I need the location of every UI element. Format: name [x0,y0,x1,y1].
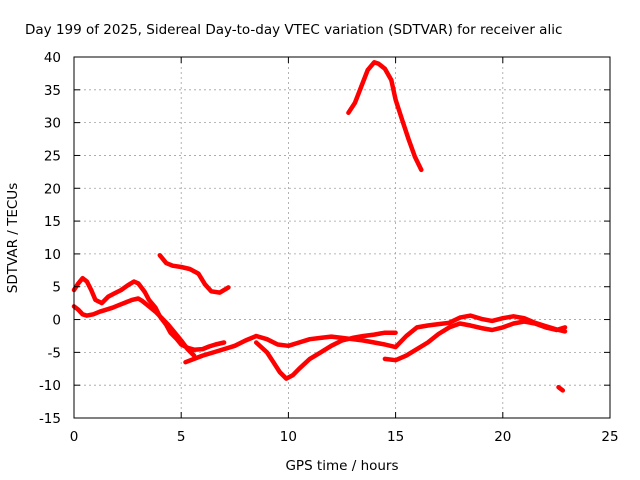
y-tick-label: 30 [44,116,61,132]
y-tick-label: -10 [39,378,61,394]
y-axis-label: SDTVAR / TECUs [5,183,21,293]
y-tick-label: -5 [48,345,61,361]
y-tick-label: 25 [44,148,61,164]
grid-lines [74,57,610,418]
data-series [71,60,568,393]
x-tick-label: 20 [494,429,511,445]
series-track-5 [253,330,398,381]
x-tick-label: 25 [601,429,618,445]
y-tick-label: 0 [52,313,61,329]
y-tick-label: 10 [44,247,61,263]
y-tick-label: 5 [52,280,61,296]
x-tick-label: 10 [280,429,297,445]
series-track-4 [183,313,568,365]
axis-ticks [73,56,611,419]
x-tick-labels: 0 5 10 15 20 25 [70,429,619,445]
series-track-2 [71,296,197,358]
series-track-1 [71,275,227,352]
series-track-6 [382,319,568,363]
y-tick-label: 35 [44,83,61,99]
chart-title: Day 199 of 2025, Sidereal Day-to-day VTE… [25,22,562,38]
y-tick-label: 15 [44,214,61,230]
y-tick-labels: -15 -10 -5 0 5 10 15 20 25 30 35 40 [39,50,61,427]
series-track-8 [556,384,566,393]
y-tick-label: 20 [44,181,61,197]
series-track-7 [346,60,424,173]
y-tick-label: 40 [44,50,61,66]
y-tick-label: -15 [39,411,61,427]
x-tick-label: 0 [70,429,79,445]
series-track-3 [157,252,231,295]
x-tick-label: 5 [177,429,186,445]
x-tick-label: 15 [387,429,404,445]
x-axis-label: GPS time / hours [285,458,398,474]
plot-frame [73,56,611,419]
